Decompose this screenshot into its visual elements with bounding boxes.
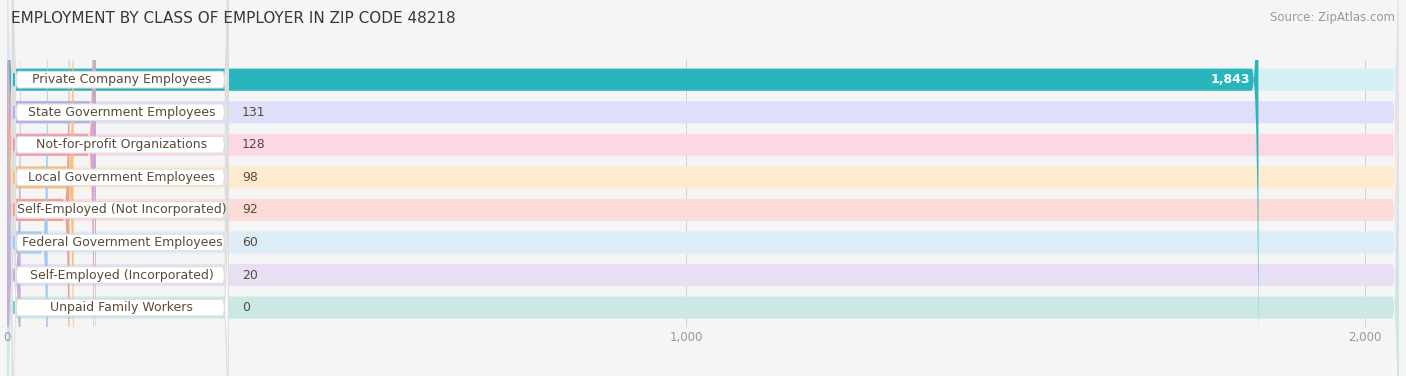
FancyBboxPatch shape <box>7 0 96 376</box>
Text: 20: 20 <box>242 268 257 282</box>
Text: Private Company Employees: Private Company Employees <box>32 73 211 86</box>
Text: Federal Government Employees: Federal Government Employees <box>21 236 222 249</box>
FancyBboxPatch shape <box>7 0 1399 376</box>
FancyBboxPatch shape <box>13 55 228 376</box>
FancyBboxPatch shape <box>7 0 73 376</box>
FancyBboxPatch shape <box>13 0 228 376</box>
FancyBboxPatch shape <box>7 0 1399 376</box>
Text: 98: 98 <box>242 171 257 184</box>
FancyBboxPatch shape <box>7 0 1399 376</box>
Text: 60: 60 <box>242 236 257 249</box>
FancyBboxPatch shape <box>13 0 228 376</box>
Text: Not-for-profit Organizations: Not-for-profit Organizations <box>37 138 208 151</box>
Text: 0: 0 <box>242 301 250 314</box>
Text: 128: 128 <box>242 138 266 151</box>
FancyBboxPatch shape <box>13 0 228 376</box>
FancyBboxPatch shape <box>7 0 1399 376</box>
FancyBboxPatch shape <box>13 23 228 376</box>
Text: Self-Employed (Incorporated): Self-Employed (Incorporated) <box>30 268 214 282</box>
Text: EMPLOYMENT BY CLASS OF EMPLOYER IN ZIP CODE 48218: EMPLOYMENT BY CLASS OF EMPLOYER IN ZIP C… <box>11 11 456 26</box>
Text: Self-Employed (Not Incorporated): Self-Employed (Not Incorporated) <box>17 203 226 217</box>
Text: Local Government Employees: Local Government Employees <box>28 171 215 184</box>
FancyBboxPatch shape <box>7 0 69 376</box>
FancyBboxPatch shape <box>7 0 1399 376</box>
Text: Unpaid Family Workers: Unpaid Family Workers <box>51 301 193 314</box>
FancyBboxPatch shape <box>7 0 1399 376</box>
FancyBboxPatch shape <box>13 0 228 376</box>
FancyBboxPatch shape <box>7 0 48 376</box>
Text: 92: 92 <box>242 203 257 217</box>
FancyBboxPatch shape <box>7 0 1399 376</box>
FancyBboxPatch shape <box>13 0 228 332</box>
FancyBboxPatch shape <box>7 0 21 376</box>
Text: Source: ZipAtlas.com: Source: ZipAtlas.com <box>1270 11 1395 24</box>
Text: 1,843: 1,843 <box>1211 73 1250 86</box>
Text: 131: 131 <box>242 106 266 119</box>
Text: State Government Employees: State Government Employees <box>28 106 215 119</box>
FancyBboxPatch shape <box>13 0 228 364</box>
FancyBboxPatch shape <box>7 0 1399 376</box>
FancyBboxPatch shape <box>7 0 1258 376</box>
FancyBboxPatch shape <box>7 0 94 376</box>
